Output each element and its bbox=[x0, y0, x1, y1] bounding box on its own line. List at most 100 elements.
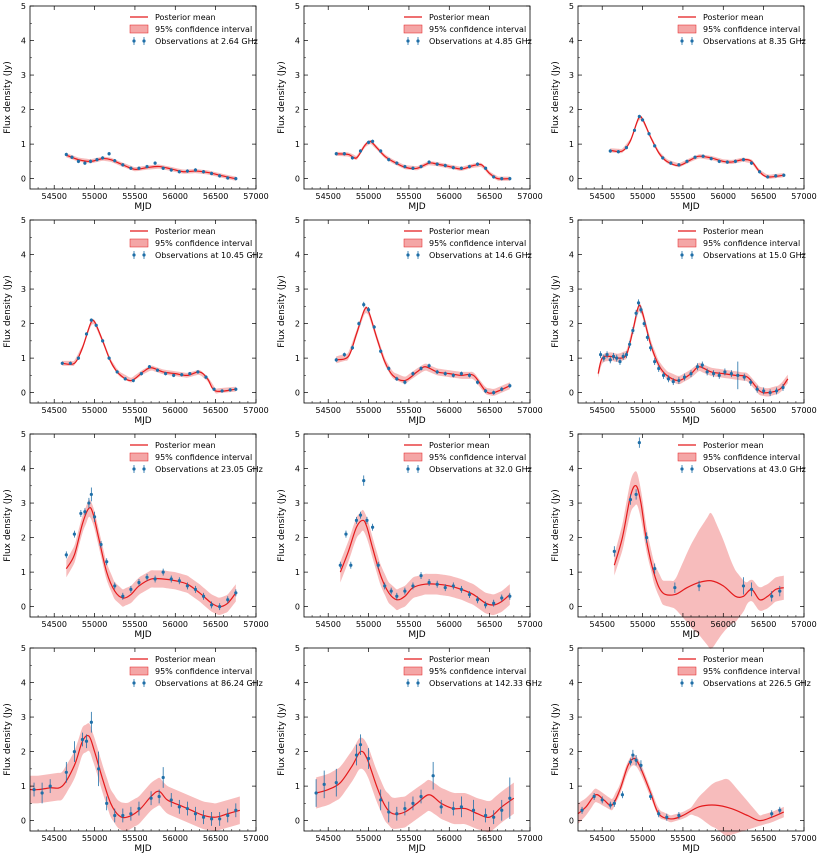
observation-point bbox=[101, 339, 105, 343]
x-axis-label: MJD bbox=[682, 844, 699, 854]
y-tick-label: 1 bbox=[295, 568, 300, 577]
observation-point bbox=[153, 161, 157, 165]
legend-ci-swatch bbox=[677, 452, 697, 462]
observation-point bbox=[500, 596, 504, 600]
legend-obs-point bbox=[142, 467, 146, 471]
legend-obs-label: Observations at 15.0 GHz bbox=[703, 251, 806, 260]
x-tick-label: 54500 bbox=[589, 406, 614, 415]
x-tick-label: 56500 bbox=[751, 192, 776, 201]
observation-point bbox=[492, 601, 496, 605]
confidence-band bbox=[66, 499, 236, 615]
legend-obs-point bbox=[680, 39, 684, 43]
legend: Posterior mean 95% confidence interval Obs… bbox=[403, 441, 532, 474]
legend-mean-label: Posterior mean bbox=[703, 227, 764, 236]
observation-point bbox=[131, 378, 135, 383]
legend-mean-label: Posterior mean bbox=[429, 227, 490, 236]
observation-point bbox=[201, 170, 206, 174]
legend-mean-label: Posterior mean bbox=[703, 441, 764, 450]
observation-point bbox=[647, 132, 651, 136]
observation-point bbox=[72, 532, 76, 536]
observation-point bbox=[508, 177, 512, 181]
posterior-mean-line bbox=[336, 140, 510, 180]
y-tick-label: 4 bbox=[21, 251, 26, 260]
observation-point bbox=[70, 155, 74, 159]
observation-point bbox=[201, 594, 206, 598]
y-tick-label: 1 bbox=[295, 140, 300, 149]
y-tick-label: 1 bbox=[569, 140, 574, 149]
observation-point bbox=[443, 163, 447, 168]
observation-point bbox=[372, 325, 376, 329]
observation-point bbox=[172, 373, 176, 377]
observation-point bbox=[639, 308, 643, 312]
legend-obs-point bbox=[142, 39, 146, 43]
observation-point bbox=[314, 791, 318, 795]
x-tick-label: 54500 bbox=[589, 834, 614, 843]
observation-point bbox=[105, 801, 109, 805]
y-tick-label: 3 bbox=[569, 71, 574, 80]
observation-point bbox=[226, 813, 230, 818]
observation-point bbox=[768, 391, 772, 395]
observation-point bbox=[147, 365, 152, 369]
observation-point bbox=[145, 575, 149, 579]
observation-point bbox=[639, 763, 643, 767]
x-tick-label: 55000 bbox=[630, 834, 655, 843]
observation-point bbox=[749, 587, 754, 591]
observation-point bbox=[673, 586, 677, 590]
legend-mean-label: Posterior mean bbox=[429, 13, 490, 22]
observation-point bbox=[68, 361, 72, 365]
observation-point bbox=[395, 161, 399, 165]
observation-point bbox=[657, 366, 661, 371]
y-tick-label: 4 bbox=[295, 37, 300, 46]
legend-mean-label: Posterior mean bbox=[703, 655, 764, 664]
legend-ci-label: 95% confidence interval bbox=[703, 239, 800, 248]
observation-point bbox=[665, 815, 669, 819]
observation-point bbox=[137, 166, 141, 170]
y-axis-label: Flux density (Jy) bbox=[277, 489, 287, 561]
x-tick-label: 55000 bbox=[82, 834, 107, 843]
x-tick-label: 57000 bbox=[791, 620, 816, 629]
posterior-mean-line bbox=[610, 115, 784, 178]
observation-point bbox=[334, 152, 338, 156]
observation-point bbox=[612, 549, 616, 553]
y-tick-label: 2 bbox=[569, 534, 574, 543]
legend-obs-label: Observations at 10.45 GHz bbox=[155, 251, 263, 260]
x-tick-label: 55500 bbox=[122, 406, 147, 415]
confidence-band bbox=[62, 319, 236, 394]
observation-point bbox=[741, 158, 746, 162]
observation-point bbox=[83, 161, 87, 165]
legend-mean-label: Posterior mean bbox=[155, 227, 216, 236]
observation-point bbox=[725, 160, 729, 164]
observation-point bbox=[616, 150, 620, 154]
legend-mean-label: Posterior mean bbox=[429, 441, 490, 450]
y-tick-label: 2 bbox=[21, 106, 26, 115]
x-tick-label: 56500 bbox=[751, 834, 776, 843]
observation-point bbox=[350, 346, 355, 350]
x-tick-label: 56000 bbox=[437, 192, 462, 201]
x-axis-label: MJD bbox=[408, 630, 425, 640]
y-tick-label: 0 bbox=[295, 389, 300, 398]
observation-point bbox=[709, 157, 713, 161]
observation-point bbox=[749, 380, 753, 384]
posterior-mean-line bbox=[62, 319, 236, 393]
observation-point bbox=[164, 372, 168, 376]
observation-point bbox=[196, 370, 200, 374]
y-tick-label: 1 bbox=[21, 782, 26, 791]
legend-obs-label: Observations at 142.33 GHz bbox=[429, 679, 542, 688]
legend-obs-point bbox=[142, 681, 146, 685]
legend: Posterior mean 95% confidence interval Obs… bbox=[403, 13, 532, 46]
observation-point bbox=[770, 812, 774, 816]
observation-point bbox=[395, 377, 399, 381]
observation-point bbox=[649, 794, 653, 799]
observation-point bbox=[492, 175, 496, 179]
legend-ci-label: 95% confidence interval bbox=[155, 239, 252, 248]
observation-point bbox=[137, 580, 141, 585]
y-tick-label: 0 bbox=[569, 817, 574, 826]
observation-point bbox=[149, 796, 153, 800]
y-tick-label: 1 bbox=[21, 354, 26, 363]
x-tick-label: 55500 bbox=[122, 834, 147, 843]
observation-point bbox=[210, 817, 214, 821]
observation-point bbox=[193, 168, 198, 172]
observation-point bbox=[435, 582, 439, 586]
observation-point bbox=[358, 743, 363, 747]
